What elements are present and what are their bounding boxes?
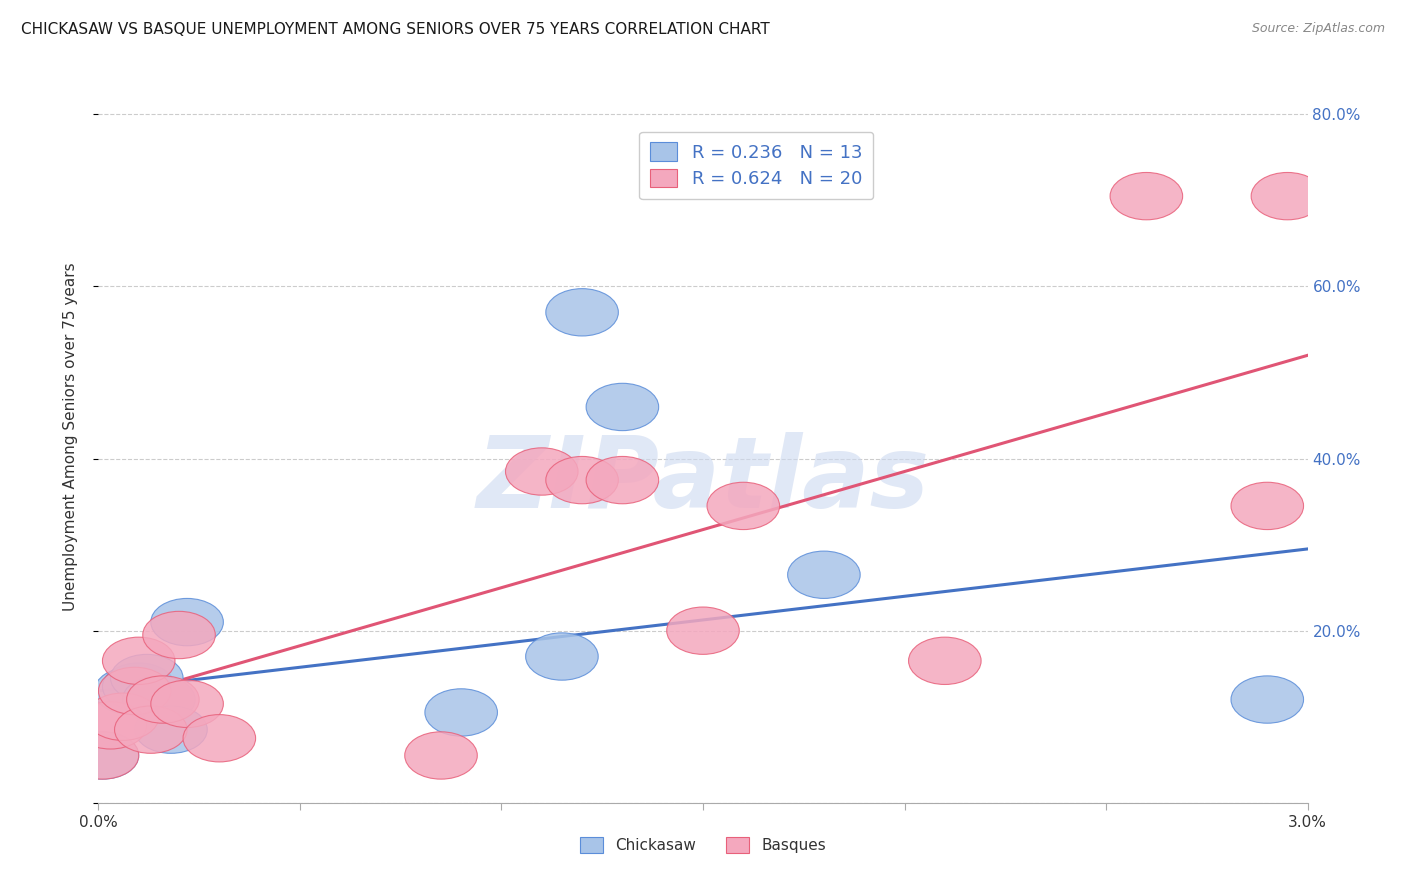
Ellipse shape	[666, 607, 740, 655]
Ellipse shape	[546, 289, 619, 336]
Ellipse shape	[183, 714, 256, 762]
Ellipse shape	[127, 676, 200, 723]
Ellipse shape	[150, 681, 224, 728]
Ellipse shape	[111, 655, 183, 702]
Ellipse shape	[143, 611, 215, 658]
Ellipse shape	[103, 637, 174, 684]
Ellipse shape	[86, 693, 159, 740]
Text: ZIPatlas: ZIPatlas	[477, 433, 929, 530]
Text: Source: ZipAtlas.com: Source: ZipAtlas.com	[1251, 22, 1385, 36]
Ellipse shape	[546, 457, 619, 504]
Ellipse shape	[94, 667, 167, 714]
Ellipse shape	[586, 457, 658, 504]
Text: CHICKASAW VS BASQUE UNEMPLOYMENT AMONG SENIORS OVER 75 YEARS CORRELATION CHART: CHICKASAW VS BASQUE UNEMPLOYMENT AMONG S…	[21, 22, 770, 37]
Ellipse shape	[66, 731, 139, 779]
Ellipse shape	[135, 706, 207, 754]
Ellipse shape	[908, 637, 981, 684]
Legend: Chickasaw, Basques: Chickasaw, Basques	[572, 830, 834, 861]
Ellipse shape	[1251, 172, 1323, 219]
Ellipse shape	[526, 632, 598, 681]
Ellipse shape	[66, 731, 139, 779]
Ellipse shape	[506, 448, 578, 495]
Ellipse shape	[405, 731, 477, 779]
Ellipse shape	[150, 599, 224, 646]
Ellipse shape	[1232, 676, 1303, 723]
Ellipse shape	[98, 667, 172, 714]
Ellipse shape	[122, 676, 195, 723]
Ellipse shape	[586, 384, 658, 431]
Ellipse shape	[787, 551, 860, 599]
Ellipse shape	[1111, 172, 1182, 219]
Ellipse shape	[75, 702, 146, 749]
Ellipse shape	[425, 689, 498, 736]
Ellipse shape	[1232, 483, 1303, 530]
Ellipse shape	[707, 483, 779, 530]
Y-axis label: Unemployment Among Seniors over 75 years: Unemployment Among Seniors over 75 years	[63, 263, 77, 611]
Ellipse shape	[114, 706, 187, 754]
Ellipse shape	[103, 663, 174, 710]
